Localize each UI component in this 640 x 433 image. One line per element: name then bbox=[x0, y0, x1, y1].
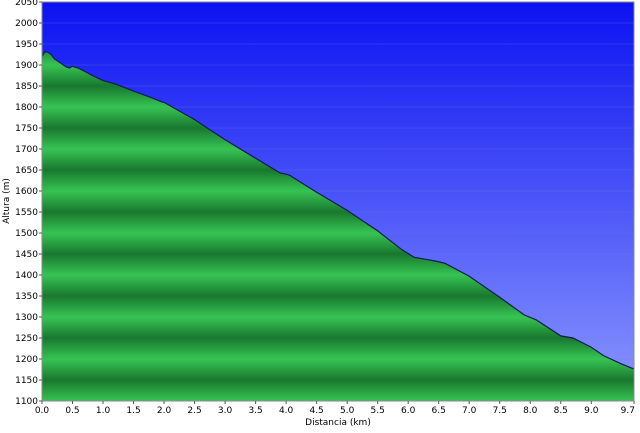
y-tick-label: 1600 bbox=[15, 187, 38, 197]
x-tick-label: 3.5 bbox=[248, 406, 262, 416]
y-tick-label: 1800 bbox=[15, 103, 38, 113]
y-tick-label: 1650 bbox=[15, 166, 38, 176]
x-tick-label: 7.0 bbox=[462, 406, 477, 416]
x-tick-label: 0.0 bbox=[35, 406, 50, 416]
y-tick-label: 1750 bbox=[15, 124, 38, 134]
y-tick-label: 1350 bbox=[15, 292, 38, 302]
y-tick-label: 2000 bbox=[15, 19, 38, 29]
y-tick-label: 1550 bbox=[15, 208, 38, 218]
y-axis-ticks: 2050 2000 1950 1900 1850 1800 1750 1700 1650 1600… bbox=[15, 0, 42, 407]
x-axis-title: Distancia (km) bbox=[305, 418, 371, 428]
y-tick-label: 1250 bbox=[15, 334, 38, 344]
y-tick-label: 1200 bbox=[15, 355, 38, 365]
y-tick-label: 1300 bbox=[15, 313, 38, 323]
x-tick-label: 2.0 bbox=[157, 406, 172, 416]
elevation-area bbox=[42, 51, 634, 401]
y-tick-label: 1900 bbox=[15, 61, 38, 71]
x-tick-label: 4.5 bbox=[309, 406, 323, 416]
x-tick-label: 6.5 bbox=[432, 406, 446, 416]
x-tick-label: 9.0 bbox=[584, 406, 599, 416]
x-tick-label: 1.0 bbox=[96, 406, 111, 416]
x-tick-label: 8.5 bbox=[554, 406, 568, 416]
x-tick-label: 9.7 bbox=[621, 406, 635, 416]
x-tick-label: 7.5 bbox=[493, 406, 507, 416]
x-tick-label: 6.0 bbox=[401, 406, 416, 416]
y-tick-label: 1450 bbox=[15, 250, 38, 260]
y-tick-label: 1850 bbox=[15, 82, 38, 92]
x-tick-label: 4.0 bbox=[279, 406, 294, 416]
plot-frame bbox=[41, 1, 635, 402]
y-tick-label: 1100 bbox=[15, 397, 38, 407]
x-tick-label: 5.5 bbox=[371, 406, 385, 416]
y-axis-title: Altura (m) bbox=[2, 178, 12, 224]
x-tick-label: 2.5 bbox=[187, 406, 201, 416]
y-tick-label: 2050 bbox=[15, 0, 38, 8]
y-tick-label: 1400 bbox=[15, 271, 38, 281]
x-tick-label: 3.0 bbox=[218, 406, 233, 416]
x-tick-label: 1.5 bbox=[126, 406, 140, 416]
y-tick-label: 1500 bbox=[15, 229, 38, 239]
y-tick-label: 1700 bbox=[15, 145, 38, 155]
x-axis-ticks: 0.0 0.5 1.0 1.5 2.0 2.5 3.0 3.5 4.0 4.5 5.0 5.5 6.0 6… bbox=[35, 401, 635, 416]
y-tick-label: 1150 bbox=[15, 376, 38, 386]
x-tick-label: 5.0 bbox=[340, 406, 355, 416]
x-tick-label: 0.5 bbox=[65, 406, 79, 416]
x-tick-label: 8.0 bbox=[523, 406, 538, 416]
elevation-line bbox=[42, 50, 634, 370]
y-tick-label: 1950 bbox=[15, 40, 38, 50]
